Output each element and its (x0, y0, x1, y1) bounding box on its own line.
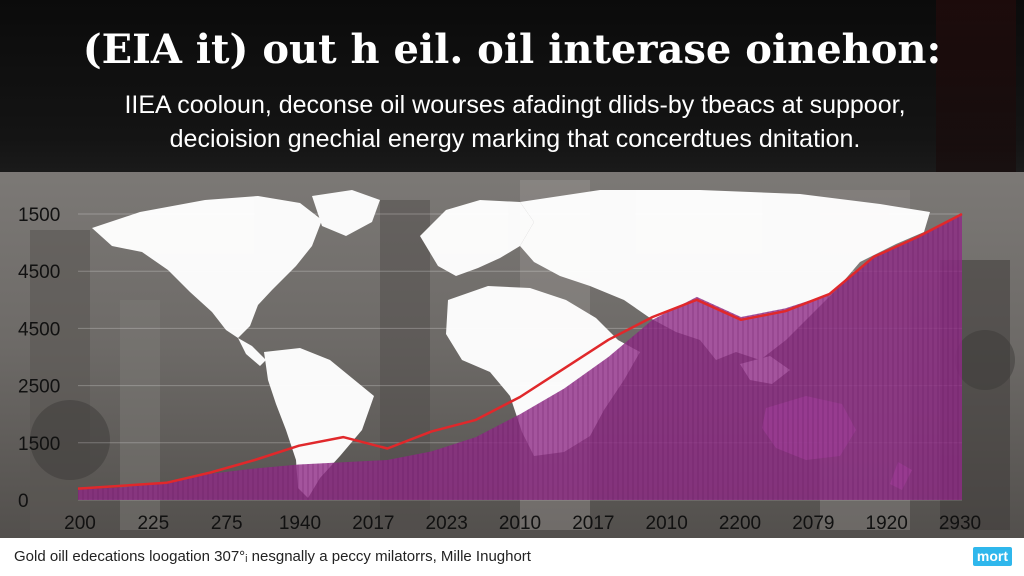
chart-line-layer (77, 212, 963, 490)
x-tick-label: 1920 (866, 513, 908, 534)
y-tick-label: 2500 (18, 377, 60, 398)
x-tick-label: 2017 (352, 513, 394, 534)
x-tick-label: 275 (211, 513, 243, 534)
map-greenland (312, 190, 380, 236)
x-tick-label: 2930 (939, 513, 981, 534)
area-series (78, 214, 962, 500)
subtitle-line-1: IIEA cooloun, deconse oil wourses afadin… (124, 91, 906, 119)
footer-caption: Gold oill edecations loogation 307°ᵢ nes… (14, 548, 531, 565)
x-tick-label: 2079 (792, 513, 834, 534)
world-map-overlay (92, 190, 930, 498)
x-axis-ticks: 200 225 275 1940 2017 2023 2010 2017 2010 2200 207… (64, 513, 981, 534)
footer-logo: mort (972, 547, 1012, 566)
x-tick-label: 2200 (719, 513, 761, 534)
y-tick-label: 4500 (18, 262, 60, 283)
map-central-america (238, 338, 266, 366)
y-tick-label: 0 (18, 491, 29, 512)
y-tick-label: 4500 (18, 319, 60, 340)
y-axis-ticks: 1500 4500 4500 2500 1500 0 (18, 205, 60, 512)
header-banner: (EIA it) out h eil. oil interase oinehon… (0, 0, 1024, 172)
x-tick-label: 1940 (279, 513, 321, 534)
map-north-america (92, 196, 322, 338)
map-europe (420, 200, 534, 276)
x-tick-label: 2023 (426, 513, 468, 534)
ticker-board (936, 0, 1016, 172)
subtitle-line-2: decioision gnechial energy marking that … (169, 125, 861, 153)
y-tick-label: 1500 (18, 205, 60, 226)
map-asia (520, 190, 930, 360)
x-tick-label: 2010 (499, 513, 541, 534)
page-subtitle: IIEA cooloun, deconse oil wourses afadin… (90, 88, 940, 156)
x-tick-label: 200 (64, 513, 96, 534)
map-south-america (264, 348, 374, 498)
y-tick-label: 1500 (18, 434, 60, 455)
page-title: (EIA it) out h eil. oil interase oinehon… (82, 26, 942, 73)
x-tick-label: 225 (137, 513, 169, 534)
footer-bar: Gold oill edecations loogation 307°ᵢ nes… (0, 538, 1024, 576)
line-series (77, 212, 963, 490)
x-tick-label: 2017 (572, 513, 614, 534)
map-japan (836, 246, 852, 276)
x-tick-label: 2010 (646, 513, 688, 534)
